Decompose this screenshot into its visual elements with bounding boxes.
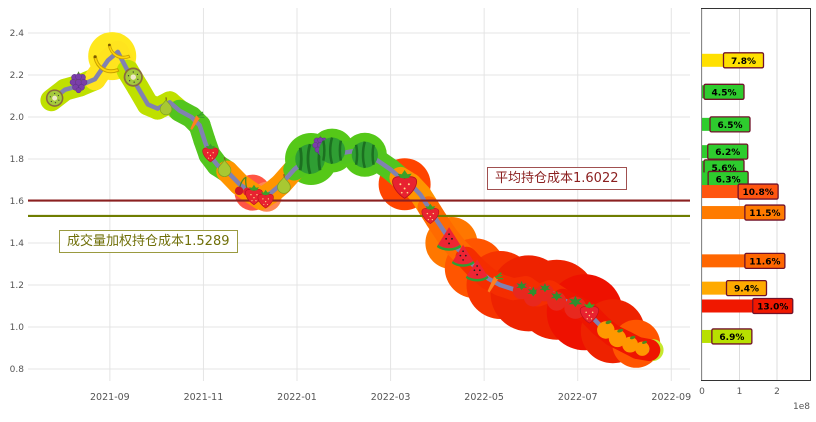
volume-bar-label-box	[744, 252, 786, 270]
price-chart: 0.8 1.0 1.2 1.4 1.6 1.8 2.0 2.2 2.4 2021-09 2021-1…	[10, 8, 691, 403]
x-axis-tick-label: 2022-07	[558, 392, 598, 403]
volume-axis-tick-label: 0	[699, 387, 705, 397]
volume-bar-label: 11.6%	[749, 257, 780, 267]
y-axis-tick-label: 2.2	[10, 71, 24, 81]
volume-axis-tick-label: 2	[774, 387, 780, 397]
volume-bar-label: 6.5%	[718, 121, 743, 131]
x-axis-tick-label: 2022-09	[651, 392, 691, 403]
volume-bar-label: 6.2%	[715, 148, 740, 158]
x-axis-tick-label: 2022-03	[371, 392, 411, 403]
x-axis-tick-label: 2021-11	[184, 392, 224, 403]
volume-bar-label: 7.8%	[731, 57, 756, 67]
volume-bar-label: 11.5%	[749, 209, 780, 219]
kiwi-icon	[45, 89, 64, 107]
vwap-cost-annotation: 成交量加权持仓成本1.5289	[59, 230, 238, 253]
watermelon-icon	[317, 136, 347, 165]
volume-bar-label: 6.3%	[716, 175, 741, 185]
y-axis-tick-label: 2.4	[10, 29, 25, 39]
volume-bar-label-box	[709, 116, 751, 133]
volume-bar-label: 10.8%	[743, 188, 774, 198]
volume-axis-tick-label: 1	[737, 387, 743, 397]
avg-cost-annotation: 平均持仓成本1.6022	[487, 167, 627, 190]
volume-profile-panel: 0 1 2 1e8 7.8% 4.5% 6.5% 6.2% 5.6%6.3%10.8% 11.5%…	[699, 8, 811, 412]
y-axis-tick-label: 1.2	[10, 281, 24, 291]
volume-bar-label-box	[722, 52, 765, 69]
volume-bar-label-box	[744, 204, 786, 221]
x-axis-tick-label: 2021-09	[90, 392, 130, 403]
volume-bar-label-box	[707, 143, 749, 160]
volume-bar-label-box	[703, 83, 745, 100]
volume-bar-label-box	[725, 279, 768, 297]
x-axis-tick-label: 2022-05	[464, 392, 504, 403]
volume-bar-label: 9.4%	[734, 285, 759, 295]
y-axis-tick-label: 1.0	[10, 323, 25, 333]
volume-bar-label-box	[752, 297, 794, 315]
volume-bar-label: 5.6%	[712, 164, 737, 174]
volume-bar-label-box	[711, 328, 753, 345]
watermelon-icon	[350, 140, 380, 170]
y-axis-tick-label: 1.8	[10, 155, 25, 165]
y-axis-tick-label: 1.6	[10, 197, 25, 207]
volume-bar-label: 6.9%	[719, 333, 744, 343]
volume-axis-scale-label: 1e8	[793, 402, 810, 412]
kiwi-icon	[123, 67, 143, 87]
volume-bar-label: 4.5%	[712, 88, 737, 98]
y-axis-tick-label: 1.4	[10, 239, 25, 249]
y-axis-tick-label: 0.8	[10, 365, 25, 375]
volume-bar-label-box	[737, 183, 779, 200]
y-axis-tick-label: 2.0	[10, 113, 25, 123]
x-axis-tick-label: 2022-01	[277, 392, 317, 403]
volume-bar-label: 13.0%	[757, 303, 788, 313]
